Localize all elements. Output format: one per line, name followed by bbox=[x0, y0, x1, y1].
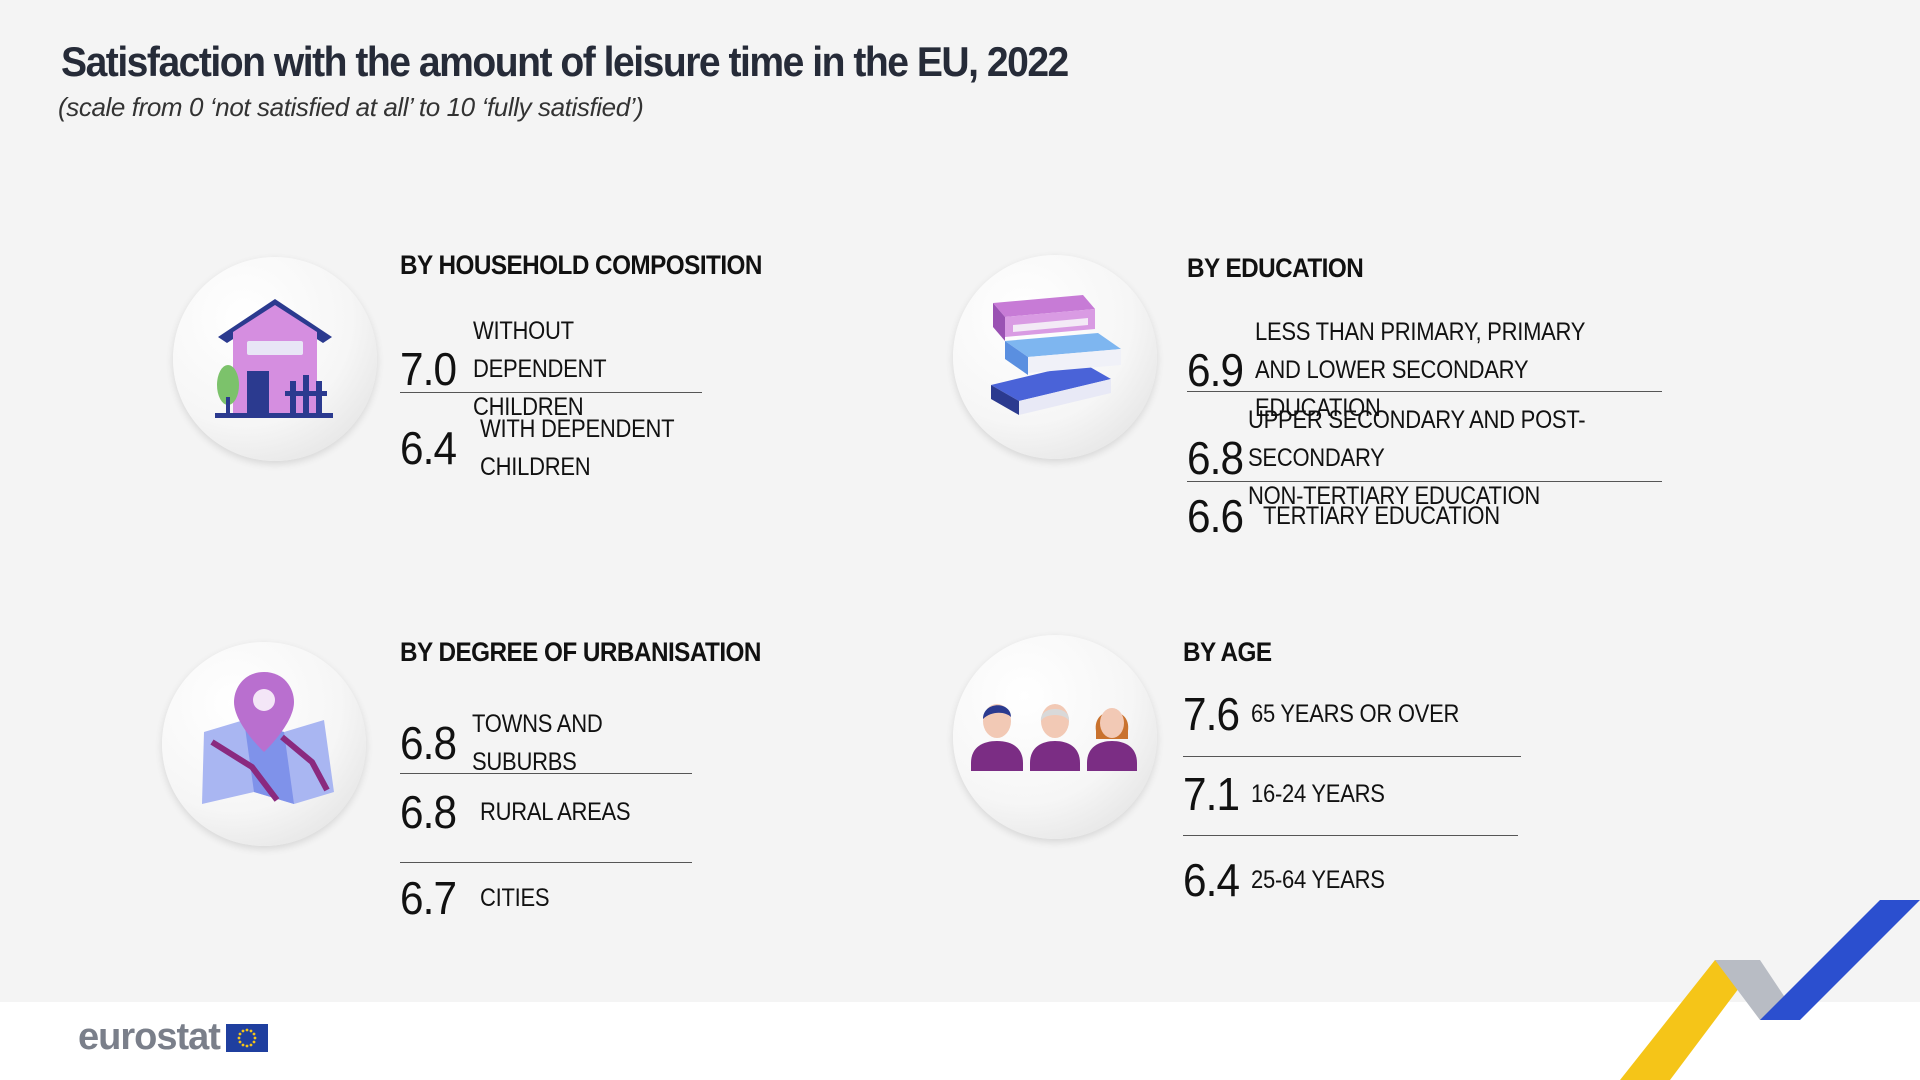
category-label: RURAL AREAS bbox=[480, 798, 631, 826]
data-row: 6.7 CITIES bbox=[400, 871, 559, 925]
data-row: 7.1 16-24 YEARS bbox=[1183, 767, 1403, 821]
panel-title-education: BY EDUCATION bbox=[1187, 253, 1364, 283]
category-label: 25-64 YEARS bbox=[1251, 866, 1385, 894]
data-row: 6.8 TOWNS AND SUBURBS bbox=[400, 705, 720, 781]
value-label: 6.7 bbox=[400, 872, 457, 924]
category-label: 65 YEARS OR OVER bbox=[1251, 700, 1460, 728]
logo-text: eurostat bbox=[78, 1016, 221, 1058]
category-label: 16-24 YEARS bbox=[1251, 780, 1385, 808]
data-row: 6.6 TERTIARY EDUCATION bbox=[1187, 489, 1532, 543]
divider bbox=[1183, 835, 1518, 836]
category-label: TERTIARY EDUCATION bbox=[1263, 502, 1500, 530]
value-label: 6.8 bbox=[400, 786, 457, 838]
value-label: 6.4 bbox=[400, 422, 457, 474]
divider bbox=[1187, 391, 1662, 392]
eurostat-logo: eurostat bbox=[78, 1016, 268, 1059]
panel-household-composition: BY HOUSEHOLD COMPOSITION 7.0 WITHOUT DEP… bbox=[400, 250, 762, 481]
books-icon bbox=[953, 255, 1157, 459]
value-label: 7.1 bbox=[1183, 768, 1240, 820]
category-label: WITH DEPENDENT CHILDREN bbox=[480, 415, 675, 481]
people-icon bbox=[953, 635, 1157, 839]
value-label: 6.8 bbox=[400, 717, 457, 769]
data-row: 7.0 WITHOUT DEPENDENT CHILDREN bbox=[400, 312, 720, 426]
value-label: 7.6 bbox=[1183, 688, 1240, 740]
divider bbox=[400, 773, 692, 774]
divider bbox=[1183, 756, 1521, 757]
category-label: TOWNS AND SUBURBS bbox=[472, 710, 603, 776]
panel-urbanisation: BY DEGREE OF URBANISATION 6.8 TOWNS AND … bbox=[400, 637, 761, 924]
map-pin-icon bbox=[162, 642, 366, 846]
value-label: 6.4 bbox=[1183, 854, 1240, 906]
page-title: Satisfaction with the amount of leisure … bbox=[61, 38, 1069, 85]
category-label: CITIES bbox=[480, 884, 550, 912]
data-row: 6.4 WITH DEPENDENT CHILDREN bbox=[400, 410, 701, 486]
data-row: 6.8 UPPER SECONDARY AND POST-SECONDARY N… bbox=[1187, 401, 1667, 515]
category-label: WITHOUT DEPENDENT CHILDREN bbox=[472, 317, 607, 421]
panel-title-urbanisation: BY DEGREE OF URBANISATION bbox=[400, 637, 761, 667]
data-row: 6.8 RURAL AREAS bbox=[400, 785, 651, 839]
house-icon bbox=[173, 257, 377, 461]
panel-title-household: BY HOUSEHOLD COMPOSITION bbox=[400, 250, 762, 280]
category-label: UPPER SECONDARY AND POST-SECONDARY NON-T… bbox=[1247, 406, 1586, 510]
divider bbox=[400, 392, 702, 393]
panel-education: BY EDUCATION 6.9 LESS THAN PRIMARY, PRIM… bbox=[1187, 253, 1667, 542]
value-label: 7.0 bbox=[400, 343, 457, 395]
decorative-stripes bbox=[1620, 900, 1920, 1080]
value-label: 6.8 bbox=[1187, 432, 1244, 484]
page-subtitle: (scale from 0 ‘not satisfied at all’ to … bbox=[58, 92, 644, 122]
divider bbox=[1187, 481, 1662, 482]
panel-age: BY AGE 7.6 65 YEARS OR OVER 7.1 16-24 YE… bbox=[1183, 637, 1523, 906]
category-label: LESS THAN PRIMARY, PRIMARY AND LOWER SEC… bbox=[1255, 318, 1586, 422]
data-row: 6.4 25-64 YEARS bbox=[1183, 853, 1403, 907]
data-row: 6.9 LESS THAN PRIMARY, PRIMARY AND LOWER… bbox=[1187, 313, 1667, 427]
footer-bar bbox=[0, 1002, 1920, 1080]
eu-flag-icon bbox=[225, 1023, 268, 1052]
data-row: 7.6 65 YEARS OR OVER bbox=[1183, 687, 1488, 741]
panel-title-age: BY AGE bbox=[1183, 637, 1272, 667]
value-label: 6.9 bbox=[1187, 344, 1244, 396]
divider bbox=[400, 862, 692, 863]
value-label: 6.6 bbox=[1187, 490, 1244, 542]
